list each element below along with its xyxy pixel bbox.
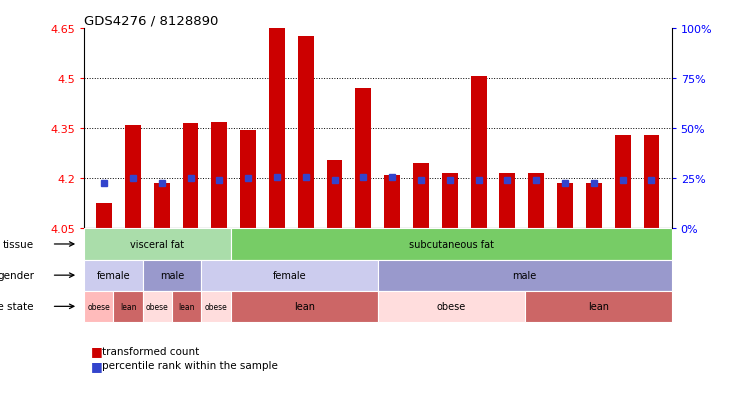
Text: obese: obese <box>88 302 110 311</box>
Text: transformed count: transformed count <box>102 346 199 356</box>
Text: tissue: tissue <box>3 240 34 249</box>
Text: male: male <box>160 271 184 280</box>
Bar <box>378 260 672 291</box>
Text: female: female <box>96 271 130 280</box>
Bar <box>557 184 573 229</box>
Text: obese: obese <box>205 302 228 311</box>
Bar <box>182 124 199 229</box>
Bar <box>525 291 672 322</box>
Bar <box>471 77 486 229</box>
Bar <box>212 122 227 229</box>
Text: gender: gender <box>0 271 34 280</box>
Text: GDS4276 / 8128890: GDS4276 / 8128890 <box>84 15 218 28</box>
Bar <box>240 131 256 229</box>
Bar <box>201 291 231 322</box>
Bar <box>586 184 602 229</box>
Text: disease state: disease state <box>0 301 34 311</box>
Bar <box>84 291 113 322</box>
Bar <box>298 37 314 229</box>
Bar <box>143 291 172 322</box>
Text: lean: lean <box>179 302 195 311</box>
Bar <box>154 184 169 229</box>
Text: percentile rank within the sample: percentile rank within the sample <box>102 361 278 370</box>
Bar <box>143 260 201 291</box>
Bar <box>529 174 544 229</box>
Bar <box>615 135 631 229</box>
Bar <box>384 176 400 229</box>
Text: visceral fat: visceral fat <box>131 240 185 249</box>
Bar <box>442 174 458 229</box>
Bar <box>378 291 525 322</box>
Bar <box>269 29 285 229</box>
Text: ■: ■ <box>91 359 103 372</box>
Bar <box>356 89 372 229</box>
Bar <box>231 291 378 322</box>
Bar <box>326 161 342 229</box>
Text: subcutaneous fat: subcutaneous fat <box>409 240 493 249</box>
Text: lean: lean <box>293 301 315 311</box>
Text: lean: lean <box>120 302 137 311</box>
Bar <box>413 164 429 229</box>
Text: obese: obese <box>146 302 169 311</box>
Bar <box>644 135 659 229</box>
Bar <box>499 174 515 229</box>
Text: female: female <box>273 271 307 280</box>
Text: ■: ■ <box>91 344 103 358</box>
Bar <box>96 204 112 229</box>
Bar <box>84 260 143 291</box>
Bar <box>84 229 231 260</box>
Text: male: male <box>512 271 537 280</box>
Bar <box>125 126 141 229</box>
Text: lean: lean <box>588 301 609 311</box>
Bar <box>201 260 378 291</box>
Bar <box>172 291 201 322</box>
Text: obese: obese <box>437 301 466 311</box>
Bar <box>113 291 143 322</box>
Bar <box>231 229 672 260</box>
